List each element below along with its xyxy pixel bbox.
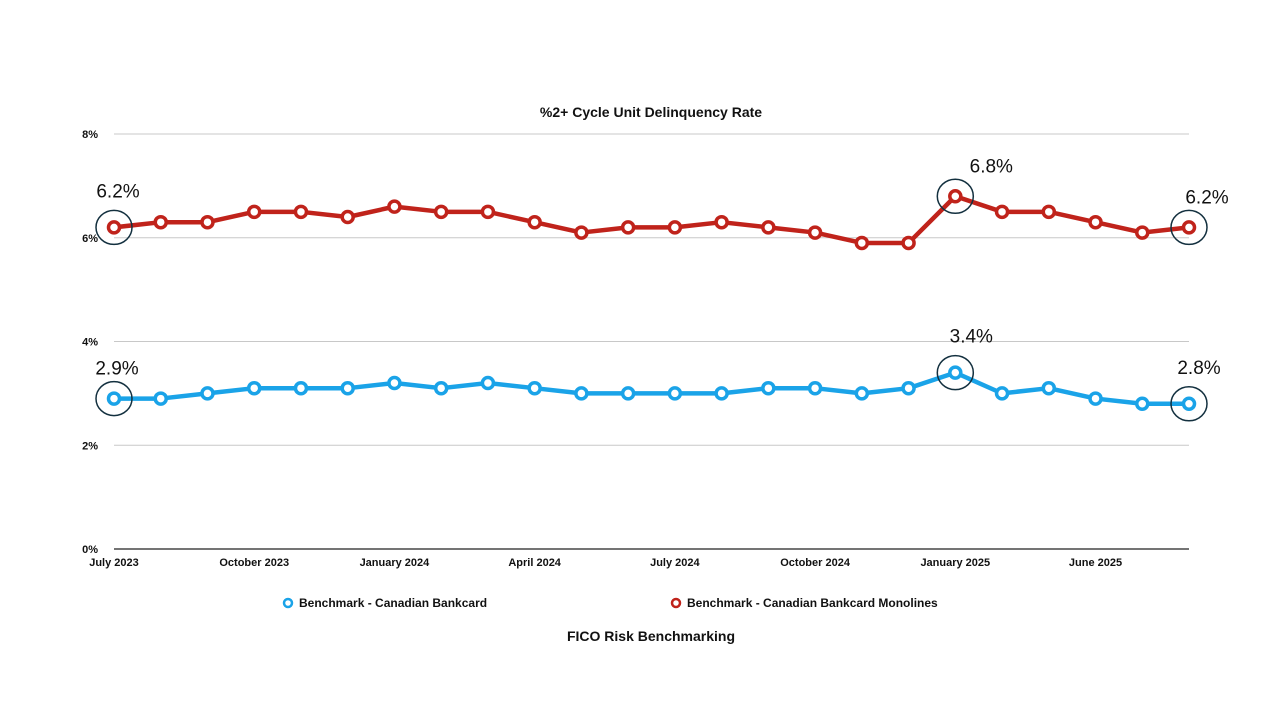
data-point bbox=[807, 225, 823, 240]
data-point bbox=[714, 386, 729, 401]
y-tick-label: 4% bbox=[82, 337, 98, 349]
data-point bbox=[854, 386, 870, 401]
data-point bbox=[387, 375, 402, 391]
data-point bbox=[1135, 225, 1150, 240]
data-point bbox=[1041, 380, 1057, 396]
highlight-circle bbox=[95, 380, 133, 417]
series-line bbox=[113, 194, 1190, 246]
data-point bbox=[667, 386, 683, 401]
highlight-circle bbox=[1170, 209, 1208, 246]
annotation-label: 6.8% bbox=[970, 156, 1013, 177]
annotation-label: 3.4% bbox=[950, 327, 993, 348]
data-point bbox=[854, 235, 870, 251]
data-point bbox=[1181, 396, 1197, 411]
legend-label: Benchmark - Canadian Bankcard bbox=[299, 596, 487, 610]
data-point bbox=[761, 220, 776, 235]
data-point bbox=[527, 380, 542, 396]
annotation-label: 6.2% bbox=[96, 181, 139, 202]
x-tick-label: January 2025 bbox=[920, 557, 990, 569]
data-point bbox=[480, 375, 496, 391]
data-point bbox=[246, 204, 262, 220]
highlight-circle bbox=[95, 209, 133, 246]
data-point bbox=[807, 380, 823, 396]
data-point bbox=[387, 199, 402, 214]
data-point bbox=[948, 365, 963, 380]
highlight-circle bbox=[936, 178, 975, 214]
series-line bbox=[114, 370, 1189, 406]
source-label: FICO Risk Benchmarking bbox=[567, 628, 735, 644]
data-point bbox=[948, 189, 963, 204]
x-tick-label: July 2023 bbox=[89, 557, 139, 569]
data-point bbox=[106, 220, 122, 235]
annotation-label: 2.8% bbox=[1177, 358, 1220, 379]
data-point bbox=[667, 220, 683, 235]
legend-marker bbox=[670, 597, 682, 609]
highlight-circle bbox=[1170, 386, 1208, 422]
data-point bbox=[901, 380, 916, 396]
x-tick-label: April 2024 bbox=[508, 557, 561, 569]
data-point bbox=[620, 220, 636, 235]
data-point bbox=[340, 380, 355, 396]
data-point bbox=[761, 380, 776, 396]
data-point bbox=[340, 209, 355, 225]
annotation-label: 6.2% bbox=[1185, 187, 1228, 208]
data-point bbox=[620, 386, 636, 401]
data-point bbox=[1135, 396, 1150, 411]
y-tick-label: 2% bbox=[82, 440, 98, 452]
data-point bbox=[714, 214, 729, 230]
data-point bbox=[1088, 391, 1103, 406]
x-tick-label: October 2024 bbox=[780, 557, 851, 569]
data-point bbox=[200, 386, 215, 401]
chart-title: %2+ Cycle Unit Delinquency Rate bbox=[540, 104, 762, 120]
data-point bbox=[200, 214, 215, 230]
data-point bbox=[246, 380, 262, 396]
x-tick-label: July 2024 bbox=[650, 557, 700, 569]
x-tick-label: October 2023 bbox=[219, 557, 289, 569]
highlight-circle bbox=[936, 354, 975, 391]
data-point bbox=[433, 380, 449, 396]
x-tick-label: June 2025 bbox=[1069, 557, 1122, 569]
data-point bbox=[574, 386, 589, 401]
data-point bbox=[293, 380, 309, 396]
annotation-label: 2.9% bbox=[95, 359, 138, 380]
y-tick-label: 0% bbox=[82, 544, 98, 556]
y-tick-label: 8% bbox=[82, 129, 98, 141]
legend-marker bbox=[282, 597, 294, 609]
legend-label: Benchmark - Canadian Bankcard Monolines bbox=[687, 596, 938, 610]
data-point bbox=[480, 204, 496, 220]
data-point bbox=[901, 235, 916, 251]
data-point bbox=[574, 225, 589, 240]
data-point bbox=[527, 214, 542, 230]
data-point bbox=[106, 391, 122, 406]
y-tick-label: 6% bbox=[82, 233, 98, 245]
data-point bbox=[293, 204, 309, 220]
x-tick-label: January 2024 bbox=[360, 557, 431, 569]
data-point bbox=[433, 204, 449, 220]
data-point bbox=[153, 391, 168, 406]
data-point bbox=[1181, 220, 1197, 235]
data-point bbox=[994, 386, 1010, 401]
data-point bbox=[1088, 214, 1103, 230]
data-point bbox=[1041, 204, 1057, 220]
data-point bbox=[153, 214, 168, 230]
data-point bbox=[994, 204, 1010, 220]
